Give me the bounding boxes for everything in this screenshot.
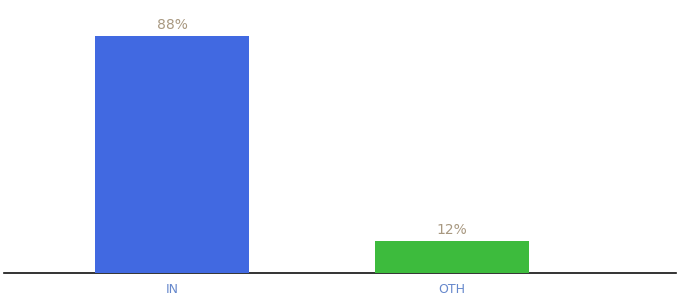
Text: 12%: 12%: [437, 223, 467, 237]
Text: 88%: 88%: [156, 18, 188, 32]
Bar: [95, 36, 249, 273]
Bar: [375, 241, 529, 273]
